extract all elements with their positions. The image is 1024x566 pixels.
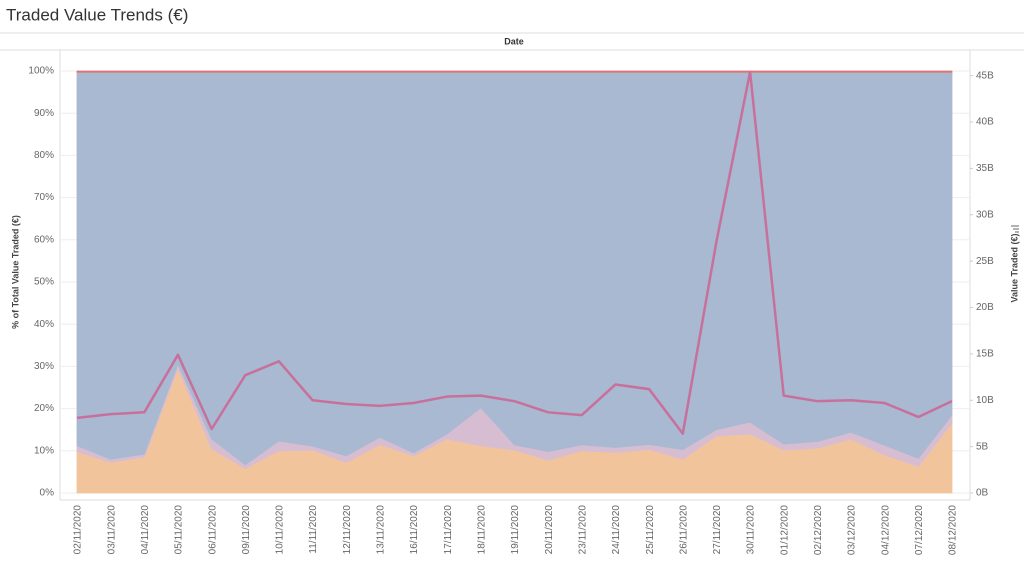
x-tick-label: 05/11/2020 — [174, 505, 185, 555]
x-tick-label: 23/11/2020 — [577, 505, 588, 555]
line — [76, 70, 953, 435]
x-tick-label: 16/11/2020 — [409, 505, 420, 555]
y-tick-label: 60% — [34, 234, 54, 245]
x-tick-label: 08/12/2020 — [948, 505, 959, 555]
area — [76, 71, 953, 466]
x-tick-label: 04/11/2020 — [140, 505, 151, 555]
y2-tick-label: 20B — [976, 302, 994, 313]
chart-title: Traded Value Trends (€) — [6, 5, 188, 24]
y-tick-label: 100% — [28, 66, 54, 77]
area — [76, 70, 953, 73]
y2-tick-label: 45B — [976, 70, 994, 81]
y-tick-label: 10% — [34, 445, 54, 456]
y-tick-label: 70% — [34, 192, 54, 203]
y2-tick-label: 35B — [976, 163, 994, 174]
x-tick-label: 03/12/2020 — [847, 505, 858, 555]
y-tick-label: 80% — [34, 150, 54, 161]
x-tick-label: 04/12/2020 — [880, 505, 891, 555]
x-tick-label: 09/11/2020 — [241, 505, 252, 555]
x-tick-label: 26/11/2020 — [678, 505, 689, 555]
x-tick-label: 12/11/2020 — [342, 505, 353, 555]
y2-tick-label: 40B — [976, 117, 994, 128]
x-tick-label: 19/11/2020 — [510, 505, 521, 555]
header: Date — [504, 36, 524, 46]
y-tick-label: 40% — [34, 319, 54, 330]
x-tick-label: 01/12/2020 — [779, 505, 790, 555]
x-tick-label: 11/11/2020 — [308, 505, 319, 554]
y-axis-label: % of Total Value Traded (€) — [10, 215, 20, 329]
y2-tick-label: 25B — [976, 256, 994, 267]
x-tick-label: 03/11/2020 — [106, 505, 117, 555]
x-tick-label: 07/12/2020 — [914, 505, 925, 555]
sort-icon[interactable] — [1011, 225, 1019, 233]
x-tick-label: 13/11/2020 — [376, 505, 387, 555]
x-tick-label: 10/11/2020 — [275, 505, 286, 555]
x-tick-label: 17/11/2020 — [443, 505, 454, 555]
y2-tick-label: 15B — [976, 349, 994, 360]
x-tick-label: 30/11/2020 — [746, 505, 757, 555]
y2-tick-label: 10B — [976, 395, 994, 406]
x-tick-label: 27/11/2020 — [712, 505, 723, 555]
y-tick-label: 20% — [34, 403, 54, 414]
y2-tick-label: 5B — [976, 441, 989, 452]
y-tick-label: 30% — [34, 361, 54, 372]
x-tick-label: 25/11/2020 — [645, 505, 656, 555]
y2-tick-label: 30B — [976, 209, 994, 220]
x-tick-label: 02/12/2020 — [813, 505, 824, 555]
y-tick-label: 50% — [34, 277, 54, 288]
x-tick-label: 24/11/2020 — [611, 505, 622, 555]
y2-axis-label: Value Traded (€) — [1009, 233, 1019, 302]
x-tick-label: 18/11/2020 — [476, 505, 487, 555]
x-tick-label: 02/11/2020 — [73, 505, 84, 555]
y2-tick-label: 0B — [976, 488, 989, 499]
x-tick-label: 20/11/2020 — [544, 505, 555, 555]
y-tick-label: 0% — [40, 488, 55, 499]
x-tick-label: 06/11/2020 — [207, 505, 218, 555]
y-tick-label: 90% — [34, 108, 54, 119]
